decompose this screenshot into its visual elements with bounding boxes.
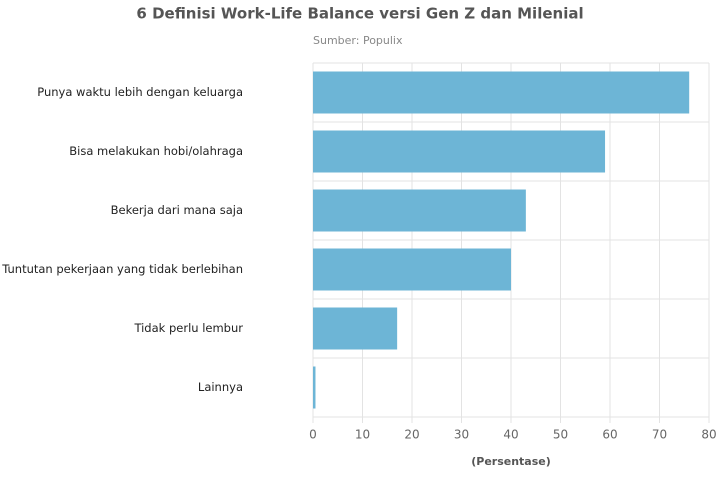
chart-title: 6 Definisi Work-Life Balance versi Gen Z…: [136, 5, 583, 23]
bar: [313, 307, 398, 350]
y-tick-label: Tidak perlu lembur: [133, 321, 243, 335]
bar: [313, 248, 511, 291]
y-tick-label: Lainnya: [198, 380, 243, 394]
y-tick-label: Bisa melakukan hobi/olahraga: [69, 144, 243, 158]
y-tick-label: Punya waktu lebih dengan keluarga: [37, 85, 243, 99]
x-tick-label: 80: [701, 428, 716, 442]
bar: [313, 130, 606, 173]
x-tick-label: 70: [652, 428, 667, 442]
x-tick-label: 0: [309, 428, 317, 442]
x-axis-label: (Persentase): [471, 455, 551, 468]
x-tick-label: 10: [355, 428, 370, 442]
bar: [313, 189, 526, 232]
bar: [313, 366, 316, 409]
x-tick-label: 40: [503, 428, 518, 442]
x-tick-label: 60: [602, 428, 617, 442]
x-tick-label: 20: [404, 428, 419, 442]
y-tick-label: Tuntutan pekerjaan yang tidak berlebihan: [1, 262, 243, 276]
y-tick-label: Bekerja dari mana saja: [111, 203, 243, 217]
chart-subtitle: Sumber: Populix: [313, 34, 403, 47]
x-tick-label: 50: [553, 428, 568, 442]
bar: [313, 71, 690, 114]
x-tick-label: 30: [454, 428, 469, 442]
